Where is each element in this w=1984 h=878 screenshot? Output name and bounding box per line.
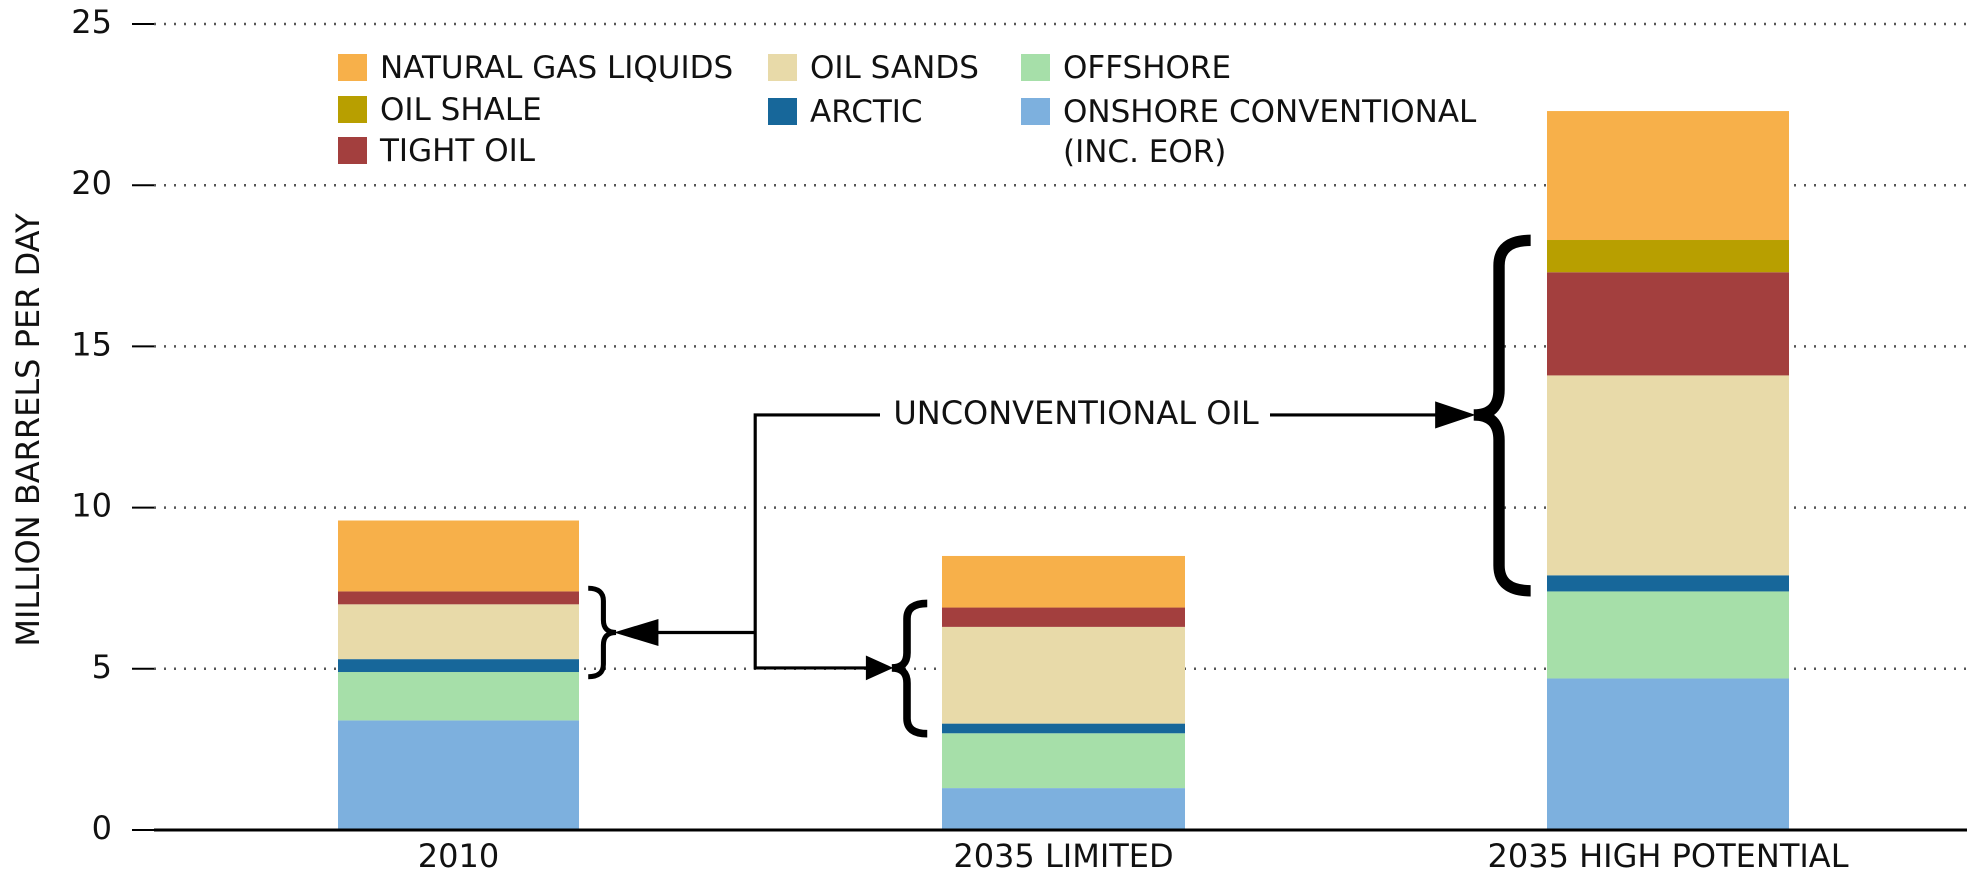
legend-label: NATURAL GAS LIQUIDS [380, 50, 734, 86]
legend-label: ARCTIC [810, 94, 923, 130]
bar-segment [942, 733, 1185, 789]
legend-swatch [338, 137, 367, 164]
arrowhead [613, 618, 659, 647]
x-tick-label: 2010 [418, 837, 499, 874]
y-tick-label: 5 [92, 648, 112, 686]
bar-segment [942, 626, 1185, 724]
annotation-bg [880, 395, 1270, 435]
y-tick-label: 25 [71, 3, 112, 41]
y-axis-label: MILLION BARRELS PER DAY [9, 213, 47, 647]
bar-segment [1547, 678, 1789, 830]
legend-item: OFFSHORE [1021, 48, 1231, 88]
arrowhead [865, 655, 894, 681]
x-tick-label: 2035 HIGH POTENTIAL [1487, 837, 1848, 874]
bar-segment [942, 723, 1185, 734]
legend-item: TIGHT OIL [338, 131, 535, 171]
connector [753, 413, 886, 670]
brace [588, 585, 617, 680]
legend-label: OIL SANDS [810, 50, 979, 86]
legend-item: ONSHORE CONVENTIONAL (INC. EOR) [1021, 92, 1493, 172]
bar-segment [338, 591, 579, 605]
brace [1473, 234, 1531, 597]
bar-segment [338, 604, 579, 660]
y-tick-label: 15 [71, 325, 112, 363]
legend-item: OIL SANDS [768, 48, 979, 88]
x-tick-label: 2035 LIMITED [953, 837, 1173, 874]
bar-segment [1547, 575, 1789, 592]
bar-segment [1547, 240, 1789, 273]
bar-segment [942, 607, 1185, 627]
bar-segment [1547, 111, 1789, 241]
bar-segment [338, 659, 579, 673]
y-tick-label: 20 [71, 164, 112, 202]
legend-item: OIL SHALE [338, 90, 542, 130]
bar-segment [338, 672, 579, 721]
bar-segment [942, 788, 1185, 830]
bar-segment [338, 520, 579, 592]
legend-label: OFFSHORE [1063, 50, 1232, 86]
annotation-shapes [588, 234, 1531, 738]
bar-segment [1547, 272, 1789, 376]
legend-swatch [338, 96, 367, 123]
legend-swatch [768, 98, 797, 125]
legend-item: ARCTIC [768, 92, 923, 132]
legend-label: ONSHORE CONVENTIONAL (INC. EOR) [1063, 94, 1477, 170]
annotation: UNCONVENTIONAL OIL [893, 394, 1259, 432]
bar-segment [338, 720, 579, 830]
bar-segment [942, 555, 1185, 608]
legend-swatch [1021, 98, 1050, 125]
legend-label: TIGHT OIL [380, 133, 536, 169]
legend-swatch [768, 54, 797, 81]
arrowhead [1435, 401, 1476, 429]
brace [891, 599, 928, 738]
bar-segment [1547, 375, 1789, 576]
legend-label: OIL SHALE [380, 92, 542, 128]
y-tick-label: 0 [92, 809, 112, 847]
bar-segment [1547, 591, 1789, 679]
y-tick-label: 10 [71, 487, 112, 525]
legend-swatch [338, 54, 367, 81]
legend-item: NATURAL GAS LIQUIDS [338, 48, 733, 88]
legend-swatch [1021, 54, 1050, 81]
